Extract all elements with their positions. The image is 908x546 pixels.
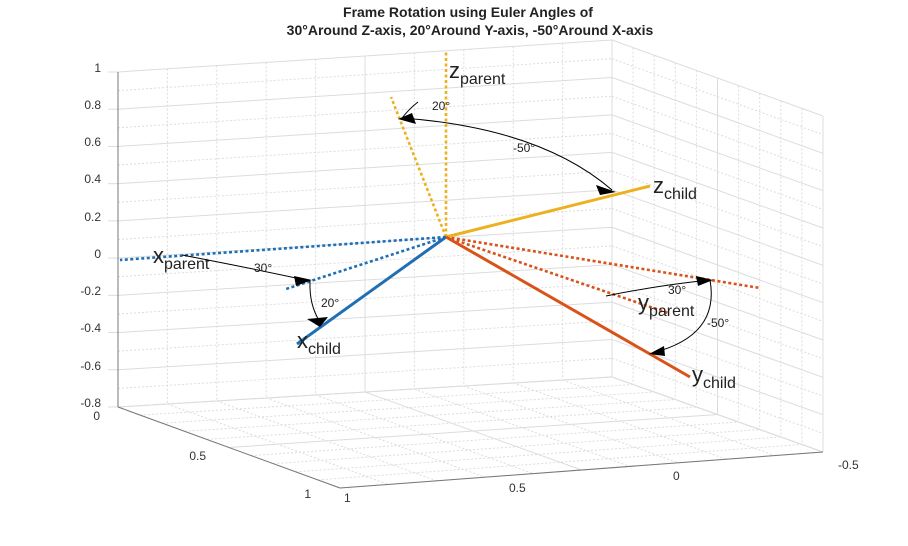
z-tick-label: -0.4: [80, 321, 101, 335]
arrow-head-icon: [307, 317, 328, 327]
x-axis-ticks: 0 0.5 1: [93, 409, 311, 501]
rotation-arcs: [181, 101, 712, 354]
y-axis-ticks: 1 0.5 0 -0.5: [344, 458, 859, 505]
z-tick-label: 1: [94, 61, 101, 75]
arrow-head-icon: [696, 276, 713, 286]
arrow-heads: [294, 113, 713, 356]
angle-label-x-30: 30°: [254, 261, 272, 275]
arrow-head-icon: [294, 276, 312, 286]
arc-y-m50: [651, 279, 712, 354]
z-tick-label: -0.2: [80, 284, 101, 298]
x-tick-label: 1: [304, 487, 311, 501]
z-tick-label: 0.2: [84, 210, 101, 224]
grid-lines: [108, 39, 824, 489]
y-child-label: ychild: [692, 362, 736, 392]
x-tick-label: 0: [93, 409, 100, 423]
parent-frame: [119, 52, 761, 315]
axes-box: [117, 72, 824, 489]
x-parent-axis: [119, 235, 447, 262]
z-tick-label: 0.4: [84, 172, 101, 186]
z-tick-label: -0.6: [80, 359, 101, 373]
angle-label-y-30: 30°: [668, 283, 686, 297]
arrow-head-icon: [398, 113, 416, 124]
x-intermediate-axis: [285, 235, 447, 291]
arc-z-m50: [401, 117, 613, 191]
z-tick-label: 0.6: [84, 135, 101, 149]
arc-z-20: [401, 101, 419, 119]
z-parent-label: zparent: [449, 58, 506, 88]
y-tick-label: 0: [673, 469, 680, 483]
arrow-head-icon: [649, 346, 665, 356]
z-child-label: zchild: [653, 173, 697, 203]
y-tick-label: -0.5: [838, 458, 859, 472]
x-tick-label: 0.5: [189, 449, 206, 463]
x-parent-label: xparent: [153, 243, 210, 273]
arrow-head-icon: [596, 185, 616, 195]
z-tick-label: 0.8: [84, 98, 101, 112]
plot-title-line1: Frame Rotation using Euler Angles of: [343, 4, 593, 20]
x-child-axis: [296, 235, 447, 346]
y-parent-axis: [445, 235, 669, 315]
child-frame: [296, 184, 691, 379]
angle-label-y-m50: -50°: [707, 316, 729, 330]
y-child-axis: [445, 235, 691, 379]
angle-label-x-20: 20°: [321, 296, 339, 310]
y-tick-label: 1: [344, 491, 351, 505]
plot-title-line2: 30°Around Z-axis, 20°Around Y-axis, -50°…: [287, 22, 654, 38]
y-parent-label: yparent: [638, 290, 695, 320]
angle-label-z-20: 20°: [432, 99, 450, 113]
x-child-label: xchild: [297, 328, 341, 358]
y-tick-label: 0.5: [509, 481, 526, 495]
z-axis-ticks: 1 0.8 0.6 0.4 0.2 0 -0.2 -0.4 -0.6 -0.8: [80, 61, 101, 410]
z-intermediate-axis: [389, 96, 448, 238]
z-tick-label: -0.8: [80, 396, 101, 410]
z-child-axis: [445, 184, 651, 239]
angle-label-z-m50: -50°: [513, 141, 535, 155]
z-tick-label: 0: [94, 247, 101, 261]
